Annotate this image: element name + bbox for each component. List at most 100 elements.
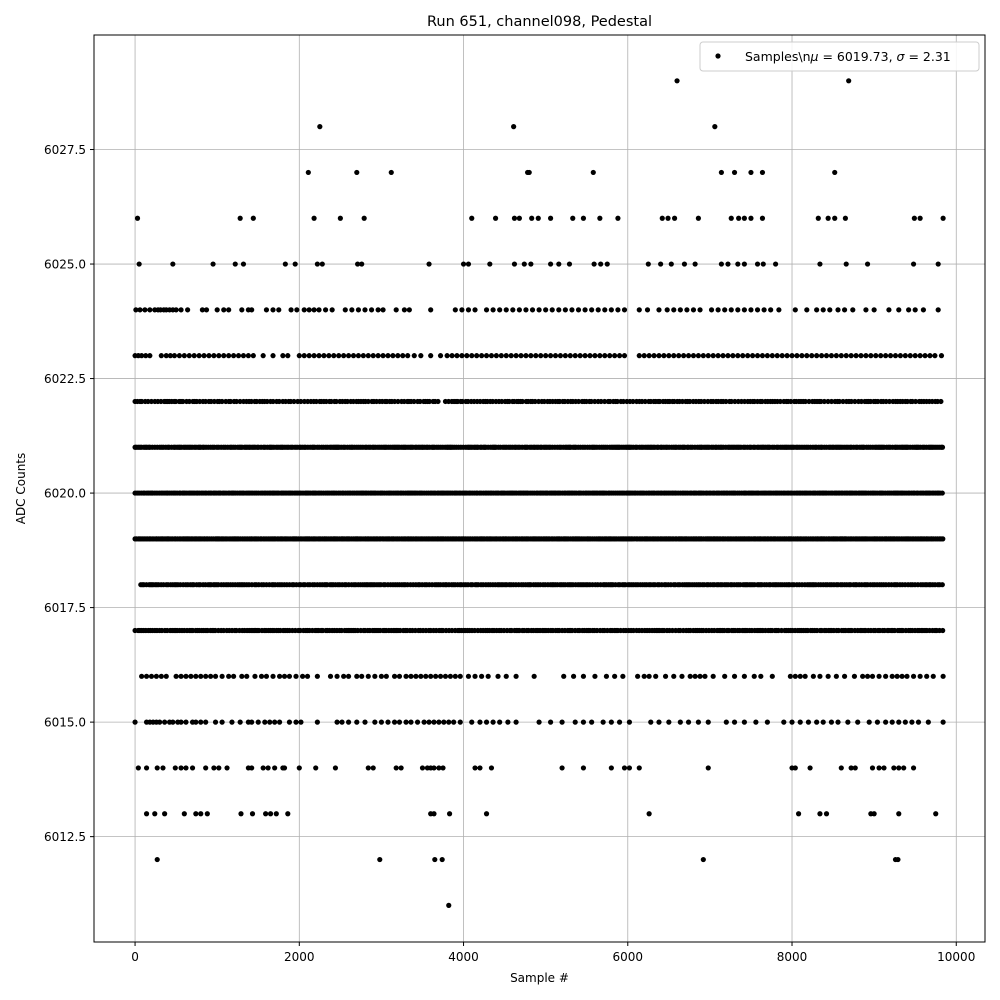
data-point [940, 536, 946, 542]
data-point [162, 719, 168, 725]
data-point [428, 673, 434, 679]
sample-points [132, 78, 946, 908]
data-point [668, 261, 674, 267]
data-point [814, 719, 820, 725]
data-point [556, 307, 562, 313]
legend-prefix: Samples\n [745, 49, 811, 64]
data-point [891, 765, 897, 771]
data-point [855, 719, 861, 725]
data-point [740, 353, 746, 359]
data-point [807, 765, 813, 771]
data-point [761, 307, 767, 313]
data-point [769, 673, 775, 679]
data-point [602, 353, 608, 359]
data-point [198, 673, 204, 679]
data-point [345, 719, 352, 725]
legend-suffix: = 2.31 [904, 49, 950, 64]
data-point [452, 307, 458, 313]
data-point [809, 353, 815, 359]
data-point [436, 719, 442, 725]
data-point [825, 215, 831, 221]
data-point [163, 353, 169, 359]
data-point [493, 353, 499, 359]
data-point [193, 811, 199, 817]
data-point [406, 307, 412, 313]
data-point [705, 353, 711, 359]
data-point [817, 673, 823, 679]
data-point [311, 353, 317, 359]
data-point [235, 353, 242, 359]
data-point [535, 215, 541, 221]
data-point [372, 719, 378, 725]
data-point [314, 673, 320, 679]
data-point [722, 307, 728, 313]
data-point [459, 353, 465, 359]
data-point [250, 215, 256, 221]
data-point [681, 261, 688, 267]
data-point [286, 719, 293, 725]
data-point [878, 353, 884, 359]
data-point [917, 215, 923, 221]
x-tick-label: 4000 [448, 950, 479, 964]
data-point [925, 719, 931, 725]
data-point [204, 811, 210, 817]
data-point [359, 673, 365, 679]
data-point [362, 719, 368, 725]
data-point [239, 307, 245, 313]
data-point [842, 215, 848, 221]
data-point [262, 719, 268, 725]
data-point [869, 673, 876, 679]
data-point [841, 673, 848, 679]
data-point [843, 261, 849, 267]
data-point [490, 719, 496, 725]
data-point [292, 261, 298, 267]
data-point [426, 261, 432, 267]
data-point [612, 353, 618, 359]
data-point [385, 353, 391, 359]
data-point [472, 765, 478, 771]
data-point [419, 765, 426, 771]
data-point [296, 765, 302, 771]
data-point [263, 673, 270, 679]
data-point [393, 307, 399, 313]
data-point [272, 765, 278, 771]
data-point [345, 353, 352, 359]
data-point [881, 765, 887, 771]
data-point [863, 307, 869, 313]
data-point [664, 307, 670, 313]
data-point [674, 78, 680, 84]
data-point [939, 444, 946, 450]
data-point [306, 307, 312, 313]
data-point [595, 307, 601, 313]
data-point [570, 673, 577, 679]
data-point [170, 261, 176, 267]
data-point [258, 673, 265, 679]
data-point [226, 353, 232, 359]
data-point [883, 719, 889, 725]
legend-box [699, 41, 980, 72]
data-point [523, 353, 529, 359]
data-point [276, 307, 282, 313]
data-point [294, 307, 300, 313]
data-point [395, 353, 401, 359]
data-point [825, 673, 831, 679]
data-point [298, 719, 304, 725]
data-point [263, 307, 270, 313]
data-point [171, 353, 178, 359]
data-point [305, 169, 311, 176]
data-point [285, 811, 291, 817]
data-point [940, 627, 946, 634]
data-point [421, 719, 427, 725]
data-point [372, 673, 378, 679]
data-point [741, 261, 747, 267]
data-point [365, 353, 371, 359]
data-point [604, 261, 610, 267]
data-point [656, 353, 662, 359]
data-point [653, 673, 659, 679]
data-point [518, 353, 524, 359]
data-point [690, 307, 697, 313]
data-point [451, 719, 457, 725]
data-point [214, 307, 220, 313]
data-point [817, 261, 823, 267]
data-point [892, 353, 899, 359]
